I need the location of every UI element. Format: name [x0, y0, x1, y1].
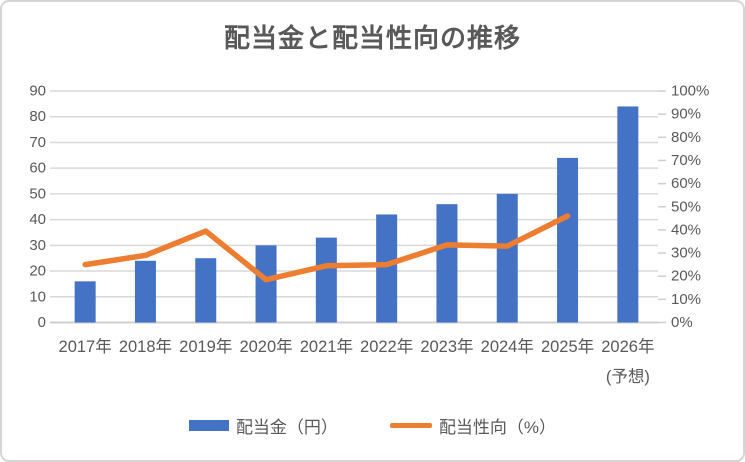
- bar-swatch-icon: [188, 420, 229, 431]
- bar-2026年: [617, 106, 639, 323]
- legend: 配当金（円） 配当性向（%）: [0, 413, 745, 438]
- bar-2019年: [195, 258, 217, 323]
- bar-2017年: [74, 281, 96, 323]
- x-axis-label: 2021年: [300, 337, 353, 356]
- right-axis-tick-label: 90%: [671, 106, 701, 123]
- left-axis-tick-label: 70: [29, 134, 46, 151]
- right-axis-tick-label: 80%: [671, 129, 701, 146]
- bar-2024年: [496, 193, 518, 323]
- right-axis-tick-label: 50%: [671, 198, 701, 215]
- x-axis-label: 2024年: [481, 337, 534, 356]
- right-axis-tick-label: 10%: [671, 291, 701, 308]
- legend-item-payout: 配当性向（%）: [389, 413, 557, 438]
- bar-2023年: [436, 204, 458, 323]
- right-axis-tick-label: 30%: [671, 245, 701, 262]
- right-axis-tick-label: 60%: [671, 175, 701, 192]
- left-axis-tick-label: 60: [29, 160, 46, 177]
- left-axis-tick-label: 30: [29, 237, 46, 254]
- bar-2021年: [315, 237, 337, 323]
- left-axis-tick-label: 20: [29, 263, 46, 280]
- payout-ratio-line: [82, 213, 571, 283]
- x-axis-label: 2025年: [541, 337, 594, 356]
- right-axis-tick-label: 0%: [671, 314, 693, 331]
- bar-2020年: [255, 245, 277, 323]
- x-axis-label: 2018年: [119, 337, 172, 356]
- x-axis-forecast-note: (予想): [606, 367, 650, 386]
- left-axis-tick-label: 0: [38, 314, 46, 331]
- left-axis-tick-label: 80: [29, 108, 46, 125]
- bar-2018年: [134, 260, 156, 323]
- x-axis-label: 2026年: [601, 337, 654, 356]
- legend-label-payout: 配当性向（%）: [438, 418, 557, 437]
- left-axis-tick-label: 90: [29, 83, 46, 100]
- bar-2022年: [376, 214, 398, 323]
- chart-title: 配当金と配当性向の推移: [223, 23, 521, 53]
- legend-item-dividend: 配当金（円）: [188, 413, 338, 438]
- x-axis-label: 2022年: [360, 337, 413, 356]
- x-axis-label: 2020年: [239, 337, 292, 356]
- bar-2025年: [557, 157, 579, 323]
- right-axis-tick-label: 70%: [671, 152, 701, 169]
- x-axis-label: 2023年: [420, 337, 473, 356]
- left-axis-tick-label: 40: [29, 211, 46, 228]
- right-axis-tick-label: 20%: [671, 268, 701, 285]
- left-axis-tick-label: 10: [29, 288, 46, 305]
- left-axis-tick-label: 50: [29, 185, 46, 202]
- right-axis-tick-label: 40%: [671, 221, 701, 238]
- x-axis-label: 2017年: [59, 337, 112, 356]
- line-swatch-icon: [389, 423, 432, 428]
- x-axis-label: 2019年: [179, 337, 232, 356]
- legend-label-dividend: 配当金（円）: [235, 418, 338, 437]
- right-axis-tick-label: 100%: [671, 83, 709, 100]
- plot-area: 0 10 20 30 40 50 60 70 80 90 0% 10% 20% 30% 40% 50% 60% 7…: [29, 83, 709, 387]
